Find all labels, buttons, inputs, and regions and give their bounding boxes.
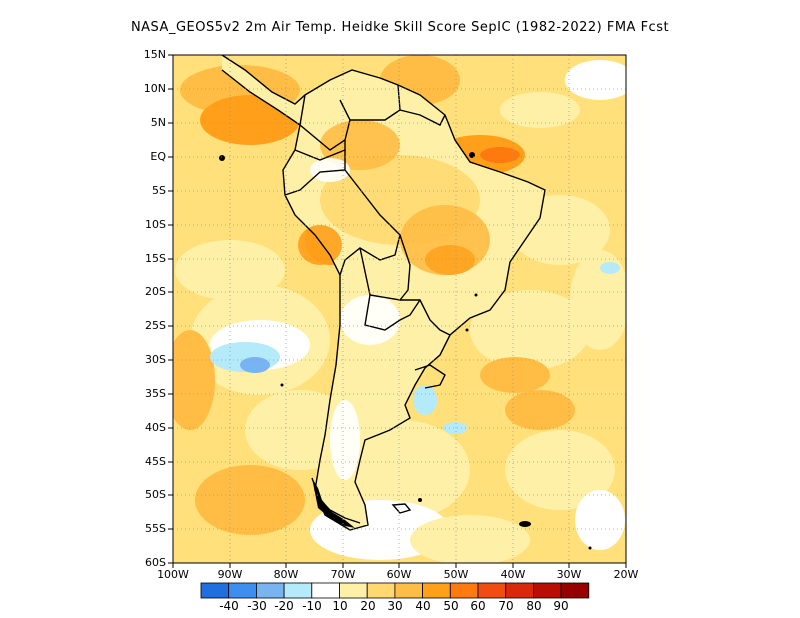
lat-label-20s: 20S <box>145 285 166 298</box>
colorbar-label: 10 <box>332 599 348 613</box>
lon-label-60w: 60W <box>386 568 412 581</box>
lat-label-10s: 10S <box>145 218 166 231</box>
colorbar-swatch <box>311 582 340 599</box>
lat-label-60s: 60S <box>145 556 166 569</box>
colorbar-swatch <box>255 582 285 599</box>
lat-label-25s: 25S <box>145 319 166 332</box>
colorbar-swatch <box>366 582 396 599</box>
colorbar-label: 50 <box>443 599 459 613</box>
colorbar-label: -40 <box>219 599 239 613</box>
lon-label-80w: 80W <box>273 568 299 581</box>
colorbar-swatch <box>560 582 590 599</box>
land-skill-shading <box>298 120 490 480</box>
lat-label-eq: EQ <box>150 150 166 163</box>
colorbar-label: -10 <box>302 599 322 613</box>
lat-label-55s: 55S <box>145 522 166 535</box>
colorbar <box>200 582 590 599</box>
lat-label-35s: 35S <box>145 387 166 400</box>
coastlines <box>221 55 546 531</box>
lon-label-30w: 30W <box>556 568 582 581</box>
colorbar-swatch <box>449 582 479 599</box>
map-plot-area <box>173 55 626 563</box>
colorbar-label: 30 <box>387 599 403 613</box>
lon-label-90w: 90W <box>217 568 243 581</box>
colorbar-label: -30 <box>247 599 267 613</box>
colorbar-label: 40 <box>415 599 431 613</box>
colorbar-label: -20 <box>274 599 294 613</box>
lon-label-100w: 100W <box>157 568 189 581</box>
lon-label-40w: 40W <box>500 568 526 581</box>
colorbar-swatch <box>283 582 313 599</box>
skill-field-patches <box>173 55 626 563</box>
lat-label-15n: 15N <box>143 48 166 61</box>
lat-label-5s: 5S <box>152 184 166 197</box>
colorbar-swatch <box>339 582 368 599</box>
colorbar-label: 90 <box>553 599 569 613</box>
colorbar-swatch <box>228 582 257 599</box>
lat-label-5n: 5N <box>150 116 166 129</box>
lat-label-30s: 30S <box>145 353 166 366</box>
colorbar-swatch <box>200 582 230 599</box>
lon-label-50w: 50W <box>443 568 469 581</box>
colorbar-swatch <box>477 582 507 599</box>
lon-label-70w: 70W <box>330 568 356 581</box>
lat-label-15s: 15S <box>145 252 166 265</box>
colorbar-swatch <box>394 582 423 599</box>
colorbar-label: 20 <box>360 599 376 613</box>
colorbar-swatch <box>422 582 451 599</box>
lat-label-10n: 10N <box>143 82 166 95</box>
colorbar-swatch <box>533 582 562 599</box>
colorbar-swatch <box>505 582 534 599</box>
coastal-islands <box>219 152 592 550</box>
axis-ticks <box>168 54 627 568</box>
map-title: NASA_GEOS5v2 2m Air Temp. Heidke Skill S… <box>130 20 670 35</box>
lon-label-20w: 20W <box>613 568 639 581</box>
colorbar-label: 80 <box>526 599 542 613</box>
lat-label-40s: 40S <box>145 421 166 434</box>
lat-label-45s: 45S <box>145 455 166 468</box>
lat-label-50s: 50S <box>145 488 166 501</box>
map-gridlines <box>173 55 626 563</box>
colorbar-label: 60 <box>470 599 486 613</box>
colorbar-label: 70 <box>498 599 514 613</box>
